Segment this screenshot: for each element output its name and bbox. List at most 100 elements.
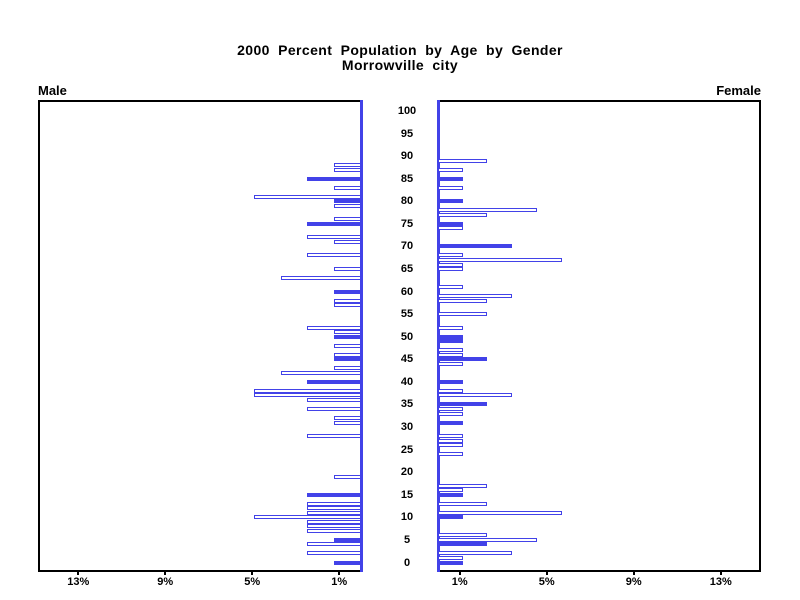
female-bar-age-0 bbox=[438, 560, 463, 565]
male-bar-age-19 bbox=[334, 474, 361, 479]
chart-title-line2: Morrowville city bbox=[341, 57, 459, 73]
female-bar-age-45 bbox=[438, 357, 487, 362]
male-panel-top-border bbox=[38, 100, 361, 102]
male-bar-age-31 bbox=[334, 420, 361, 425]
female-bar-age-59 bbox=[438, 294, 512, 299]
female-bar-age-52 bbox=[438, 325, 463, 330]
male-bar-age-8 bbox=[307, 524, 361, 529]
age-axis-label-15: 15 bbox=[400, 488, 414, 501]
female-bar-age-11 bbox=[438, 510, 562, 515]
female-bar-age-77 bbox=[438, 212, 487, 217]
female-pct-tick-label-1: 1% bbox=[451, 576, 468, 588]
female-bar-age-66 bbox=[438, 262, 463, 267]
male-bar-age-2 bbox=[307, 551, 361, 556]
male-pct-tick-label-5: 5% bbox=[244, 576, 261, 588]
female-bar-age-78 bbox=[438, 208, 537, 213]
male-bar-age-83 bbox=[334, 185, 361, 190]
male-bar-age-43 bbox=[334, 366, 361, 371]
age-axis-label-5: 5 bbox=[403, 533, 411, 546]
female-pct-tick-1 bbox=[458, 570, 461, 575]
male-bar-age-37 bbox=[254, 393, 361, 398]
female-pct-tick-label-9: 9% bbox=[625, 576, 642, 588]
female-bar-age-10 bbox=[438, 515, 463, 520]
male-bar-age-87 bbox=[334, 167, 361, 172]
female-panel-right-border bbox=[759, 100, 761, 572]
age-axis-label-25: 25 bbox=[400, 443, 414, 456]
female-bar-age-34 bbox=[438, 406, 463, 411]
female-bar-age-33 bbox=[438, 411, 463, 416]
male-panel-left-border bbox=[38, 100, 40, 572]
male-bar-age-7 bbox=[307, 528, 361, 533]
female-bar-age-50 bbox=[438, 334, 463, 339]
male-bar-age-38 bbox=[254, 388, 361, 393]
female-bar-age-5 bbox=[438, 537, 537, 542]
male-bar-age-71 bbox=[334, 239, 361, 244]
male-bar-age-13 bbox=[307, 501, 361, 506]
female-pct-tick-label-13: 13% bbox=[709, 576, 732, 588]
age-axis-label-50: 50 bbox=[400, 330, 414, 343]
male-bar-age-10 bbox=[254, 515, 361, 520]
female-bar-age-85 bbox=[438, 176, 463, 181]
age-axis-label-90: 90 bbox=[400, 150, 414, 163]
male-pct-tick-label-9: 9% bbox=[157, 576, 174, 588]
female-bar-age-15 bbox=[438, 492, 463, 497]
male-pct-tick-13 bbox=[77, 570, 80, 575]
female-panel-bottom-axis bbox=[438, 570, 761, 572]
female-bar-age-75 bbox=[438, 221, 463, 226]
male-bar-age-85 bbox=[307, 176, 361, 181]
male-bar-age-12 bbox=[307, 506, 361, 511]
male-pct-tick-1 bbox=[338, 570, 341, 575]
male-bar-age-79 bbox=[334, 203, 361, 208]
male-bar-age-48 bbox=[334, 343, 361, 348]
age-axis-label-65: 65 bbox=[400, 263, 414, 276]
female-bar-age-89 bbox=[438, 158, 487, 163]
male-bar-age-28 bbox=[307, 434, 361, 439]
female-bar-age-80 bbox=[438, 199, 463, 204]
male-bar-age-15 bbox=[307, 492, 361, 497]
male-bar-age-52 bbox=[307, 325, 361, 330]
male-bar-age-46 bbox=[334, 352, 361, 357]
female-bar-age-26 bbox=[438, 443, 463, 448]
female-pct-tick-9 bbox=[632, 570, 635, 575]
male-bar-age-9 bbox=[307, 519, 361, 524]
male-pct-tick-9 bbox=[164, 570, 167, 575]
female-pct-tick-13 bbox=[719, 570, 722, 575]
female-bar-age-16 bbox=[438, 488, 463, 493]
male-bar-age-11 bbox=[307, 510, 361, 515]
male-bar-age-63 bbox=[281, 276, 361, 281]
age-axis-label-45: 45 bbox=[400, 353, 414, 366]
female-bar-age-61 bbox=[438, 285, 463, 290]
female-bar-age-31 bbox=[438, 420, 463, 425]
female-pct-tick-5 bbox=[545, 570, 548, 575]
female-bar-age-46 bbox=[438, 352, 463, 357]
age-axis-label-70: 70 bbox=[400, 240, 414, 253]
female-bar-age-1 bbox=[438, 555, 463, 560]
chart-title-line1: 2000 Percent Population by Age by Gender bbox=[237, 42, 563, 58]
female-bar-age-2 bbox=[438, 551, 512, 556]
male-bar-age-34 bbox=[307, 406, 361, 411]
female-bar-age-68 bbox=[438, 253, 463, 258]
age-axis-label-0: 0 bbox=[403, 556, 411, 569]
female-panel-top-border bbox=[438, 100, 761, 102]
female-bar-age-35 bbox=[438, 402, 487, 407]
age-axis-label-85: 85 bbox=[400, 172, 414, 185]
female-bar-age-24 bbox=[438, 452, 463, 457]
age-axis-label-75: 75 bbox=[400, 217, 414, 230]
female-pct-tick-label-5: 5% bbox=[538, 576, 555, 588]
male-bar-age-32 bbox=[334, 416, 361, 421]
female-panel-label: Female bbox=[716, 83, 761, 98]
male-bar-age-75 bbox=[307, 221, 361, 226]
female-bar-age-83 bbox=[438, 185, 463, 190]
female-bar-age-74 bbox=[438, 226, 463, 231]
age-axis-label-95: 95 bbox=[400, 127, 414, 140]
male-bar-age-57 bbox=[334, 303, 361, 308]
female-bar-age-55 bbox=[438, 312, 487, 317]
female-bar-age-13 bbox=[438, 501, 487, 506]
male-pct-tick-5 bbox=[251, 570, 254, 575]
male-bar-age-81 bbox=[254, 194, 361, 199]
male-bar-age-76 bbox=[334, 217, 361, 222]
female-bar-age-27 bbox=[438, 438, 463, 443]
female-bar-age-65 bbox=[438, 267, 463, 272]
female-bar-age-58 bbox=[438, 298, 487, 303]
